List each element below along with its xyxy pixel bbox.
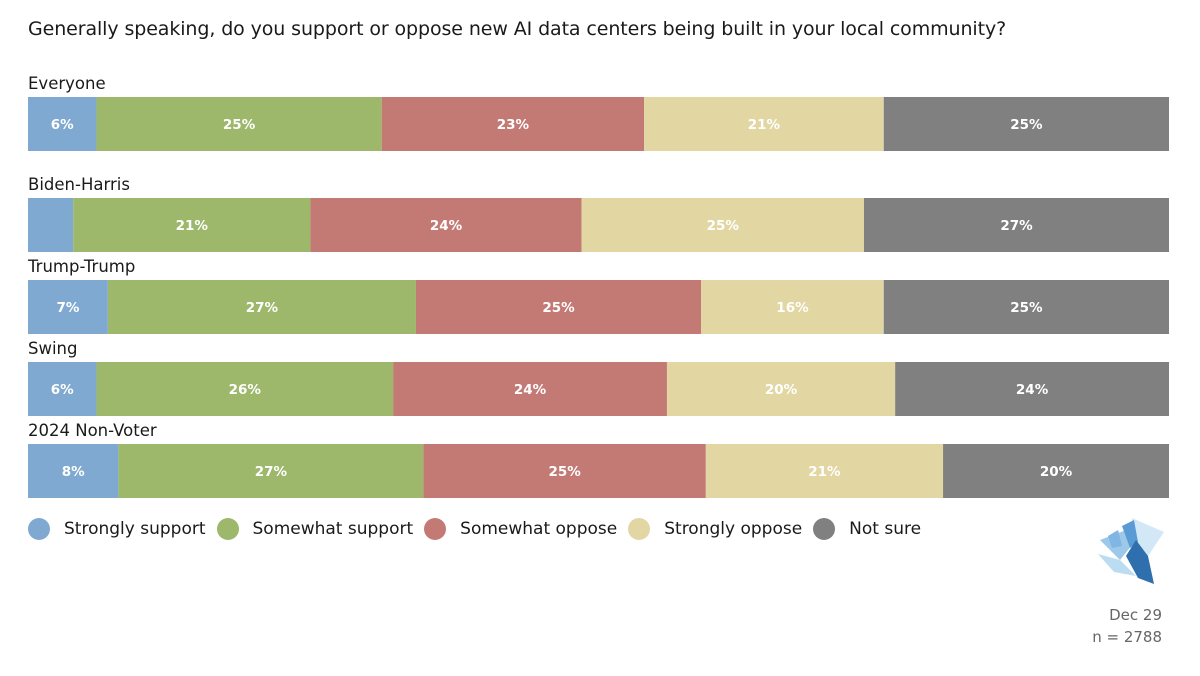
data-label-trump-trump-somewhat-support: 27% xyxy=(246,300,279,316)
data-label-swing-somewhat-support: 26% xyxy=(229,382,262,398)
bar-trump-trump-strongly-support xyxy=(28,280,108,334)
legend-item-somewhat-oppose: Somewhat oppose xyxy=(424,518,617,540)
legend-label-somewhat-support: Somewhat support xyxy=(252,519,414,539)
logo-facet-mid xyxy=(1122,520,1138,548)
bar-everyone-not-sure xyxy=(883,97,1169,151)
bar-swing-somewhat-support xyxy=(96,362,394,416)
logo-facet-light xyxy=(1132,518,1164,556)
bar-swing-strongly-oppose xyxy=(666,362,896,416)
data-label-everyone-somewhat-support: 25% xyxy=(223,117,256,133)
survey-date: Dec 29 xyxy=(1109,606,1162,624)
bar-biden-harris-strongly-support xyxy=(28,198,74,252)
logo-facet-accent xyxy=(1108,530,1122,548)
data-label-everyone-not-sure: 25% xyxy=(1010,117,1043,133)
data-label-biden-harris-not-sure: 27% xyxy=(1000,218,1033,234)
legend-swatch-somewhat-support xyxy=(216,518,239,540)
data-label-2024-non-voter-strongly-support: 8% xyxy=(62,464,85,480)
data-label-swing-somewhat-oppose: 24% xyxy=(514,382,547,398)
data-label-trump-trump-not-sure: 25% xyxy=(1010,300,1043,316)
data-label-trump-trump-strongly-oppose: 16% xyxy=(776,300,809,316)
data-label-swing-not-sure: 24% xyxy=(1016,382,1049,398)
data-label-swing-strongly-support: 6% xyxy=(51,382,74,398)
data-label-everyone-somewhat-oppose: 23% xyxy=(497,117,530,133)
legend-label-strongly-support: Strongly support xyxy=(64,519,206,539)
bar-everyone-strongly-oppose xyxy=(644,97,884,151)
row-label-trump-trump: Trump-Trump xyxy=(27,257,135,276)
bar-everyone-strongly-support xyxy=(28,97,97,151)
bar-2024-non-voter-strongly-oppose xyxy=(705,444,944,498)
bar-trump-trump-somewhat-support xyxy=(107,280,416,334)
bar-swing-strongly-support xyxy=(28,362,97,416)
bar-trump-trump-not-sure xyxy=(883,280,1169,334)
bar-2024-non-voter-somewhat-oppose xyxy=(423,444,706,498)
bar-2024-non-voter-strongly-support xyxy=(28,444,119,498)
bar-biden-harris-somewhat-oppose xyxy=(310,198,582,252)
legend-swatch-not-sure xyxy=(813,518,836,540)
bar-trump-trump-strongly-oppose xyxy=(701,280,884,334)
bar-everyone-somewhat-support xyxy=(96,97,382,151)
bar-everyone-somewhat-oppose xyxy=(381,97,645,151)
chart-title: Generally speaking, do you support or op… xyxy=(28,18,1007,40)
logo-facet-dark xyxy=(1126,540,1154,584)
bar-2024-non-voter-somewhat-support xyxy=(118,444,424,498)
data-label-everyone-strongly-support: 6% xyxy=(51,117,74,133)
bar-2024-non-voter-not-sure xyxy=(943,444,1169,498)
data-label-2024-non-voter-not-sure: 20% xyxy=(1040,464,1073,480)
bar-biden-harris-somewhat-support xyxy=(73,198,311,252)
data-label-everyone-strongly-oppose: 21% xyxy=(748,117,781,133)
data-label-trump-trump-somewhat-oppose: 25% xyxy=(542,300,575,316)
sample-size: n = 2788 xyxy=(1092,628,1162,646)
legend-item-somewhat-support: Somewhat support xyxy=(216,518,414,540)
data-label-biden-harris-strongly-oppose: 25% xyxy=(707,218,740,234)
data-label-biden-harris-somewhat-oppose: 24% xyxy=(430,218,463,234)
legend-swatch-somewhat-oppose xyxy=(424,518,447,540)
legend-label-somewhat-oppose: Somewhat oppose xyxy=(460,519,618,539)
data-label-2024-non-voter-somewhat-support: 27% xyxy=(255,464,288,480)
bar-swing-somewhat-oppose xyxy=(393,362,667,416)
pollster-logo-icon xyxy=(1098,518,1164,584)
row-label-swing: Swing xyxy=(28,339,77,358)
bar-trump-trump-somewhat-oppose xyxy=(415,280,702,334)
data-label-2024-non-voter-strongly-oppose: 21% xyxy=(808,464,841,480)
data-label-trump-trump-strongly-support: 7% xyxy=(56,300,79,316)
row-label-biden-harris: Biden-Harris xyxy=(28,175,130,194)
legend-label-not-sure: Not sure xyxy=(849,519,922,539)
legend-swatch-strongly-oppose xyxy=(628,518,651,540)
bar-biden-harris-not-sure xyxy=(863,198,1169,252)
legend-item-strongly-oppose: Strongly oppose xyxy=(628,518,802,540)
row-label-everyone: Everyone xyxy=(28,74,106,93)
bar-biden-harris-strongly-oppose xyxy=(581,198,864,252)
data-label-2024-non-voter-somewhat-oppose: 25% xyxy=(548,464,581,480)
data-label-swing-strongly-oppose: 20% xyxy=(765,382,798,398)
legend-item-not-sure: Not sure xyxy=(813,518,921,540)
legend-label-strongly-oppose: Strongly oppose xyxy=(664,519,803,539)
data-label-biden-harris-somewhat-support: 21% xyxy=(176,218,209,234)
chart-legend: Strongly support Somewhat support Somewh… xyxy=(28,518,932,540)
logo-facet-soft xyxy=(1098,554,1136,576)
stacked-bar-chart: Everyone 6% 25% 23% 21% 25% Biden-Harris 21% 24%… xyxy=(27,74,1169,498)
chart-footer: Dec 29 n = 2788 xyxy=(1092,604,1162,648)
legend-swatch-strongly-support xyxy=(28,518,50,540)
bar-swing-not-sure xyxy=(895,362,1169,416)
row-label-2024-non-voter: 2024 Non-Voter xyxy=(28,421,157,440)
legend-item-strongly-support: Strongly support xyxy=(28,518,206,540)
